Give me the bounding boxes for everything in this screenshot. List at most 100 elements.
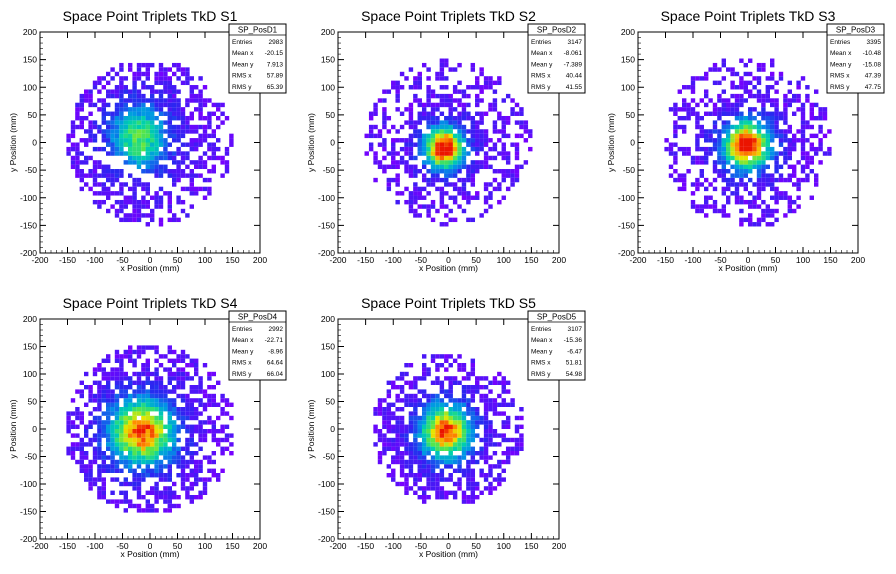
heatmap-cell [483,486,489,491]
heatmap-cell [395,455,400,460]
heatmap-cell [198,402,203,407]
heatmap-cell [796,85,801,90]
heatmap-cell [97,495,102,500]
heatmap-cell [114,433,120,438]
heatmap-cell [172,93,177,99]
x-tick-label: -100 [86,541,103,551]
heatmap-cell [176,415,181,421]
heatmap-cell [783,177,788,183]
heatmap-cell [154,481,159,487]
heatmap-cell [519,111,524,116]
heatmap-cell [123,455,128,460]
heatmap-cell [84,433,89,438]
heatmap-cell [145,424,150,429]
heatmap-cell [150,398,155,403]
heatmap-cell [686,115,691,121]
heatmap-cell [224,433,230,438]
heatmap-cell [479,67,484,72]
heatmap-cell [470,67,476,72]
heatmap-cell [119,173,124,178]
stats-row-label: Entries [830,39,851,46]
heatmap-cell [426,437,431,443]
heatmap-cell [792,182,797,187]
heatmap-cell [106,169,111,174]
heatmap-cell [457,102,462,108]
heatmap-cell [136,164,142,170]
heatmap-cell [765,98,770,103]
heatmap-cell [198,155,203,161]
heatmap-cell [106,446,111,451]
heatmap-cell [730,146,735,152]
heatmap-cell [726,124,731,130]
y-axis-label: y Position (mm) [8,399,18,458]
heatmap-cell [391,446,396,451]
heatmap-cell [189,455,194,460]
heatmap-cell [726,111,731,116]
heatmap-cell [368,124,374,130]
heatmap-cell [497,393,502,399]
heatmap-cell [136,349,142,355]
heatmap-cell [421,402,427,407]
heatmap-cell [712,111,718,116]
heatmap-cell [106,455,111,460]
heatmap-cell [141,102,146,108]
heatmap-cell [399,464,405,469]
heatmap-cell [145,160,150,165]
stats-row-label: RMS x [232,360,252,367]
heatmap-cell [386,420,392,425]
heatmap-cell [158,155,164,161]
heatmap-cell [180,415,186,421]
heatmap-cell [717,107,722,112]
heatmap-cell [198,376,203,381]
heatmap-cell [136,420,142,425]
heatmap-cell [457,124,462,130]
heatmap-cell [123,102,128,108]
heatmap-cell [444,411,449,416]
heatmap-cell [457,129,462,134]
heatmap-cell [483,442,489,447]
heatmap-cell [88,464,93,469]
heatmap-cell [774,169,779,174]
heatmap-cell [154,124,159,130]
heatmap-cell [800,169,806,174]
heatmap-cell [452,173,458,178]
heatmap-cell [514,424,520,429]
heatmap-cell [435,415,440,421]
heatmap-cell [444,173,449,178]
heatmap-cell [106,393,111,399]
heatmap-cell [483,407,489,412]
heatmap-cell [364,151,369,156]
heatmap-cell [457,164,462,170]
heatmap-cell [106,402,111,407]
heatmap-cell [224,160,230,165]
heatmap-cell [176,199,181,205]
heatmap-cell [167,367,172,372]
heatmap-cell [457,407,462,412]
heatmap-cell [128,133,133,139]
heatmap-cell [395,107,400,112]
heatmap-cell [426,213,431,218]
heatmap-cell [176,133,181,139]
heatmap-cell [154,80,159,86]
heatmap-cell [154,169,159,174]
heatmap-cell [180,376,186,381]
heatmap-cell [457,120,462,125]
heatmap-cell [172,503,177,509]
heatmap-cell [475,98,480,103]
heatmap-cell [154,464,159,469]
heatmap-cell [501,133,506,139]
heatmap-cell [448,195,453,200]
heatmap-cell [466,486,471,491]
heatmap-cell [448,473,453,478]
heatmap-cell [88,155,93,161]
heatmap-cell [176,424,181,429]
heatmap-cell [185,490,190,495]
heatmap-cell [123,398,128,403]
heatmap-cell [408,138,414,143]
heatmap-cell [717,138,722,143]
heatmap-cell [752,107,757,112]
heatmap-cell [185,76,190,81]
heatmap-cell [470,62,476,68]
heatmap-cell [492,120,498,125]
heatmap-cell [787,155,792,161]
